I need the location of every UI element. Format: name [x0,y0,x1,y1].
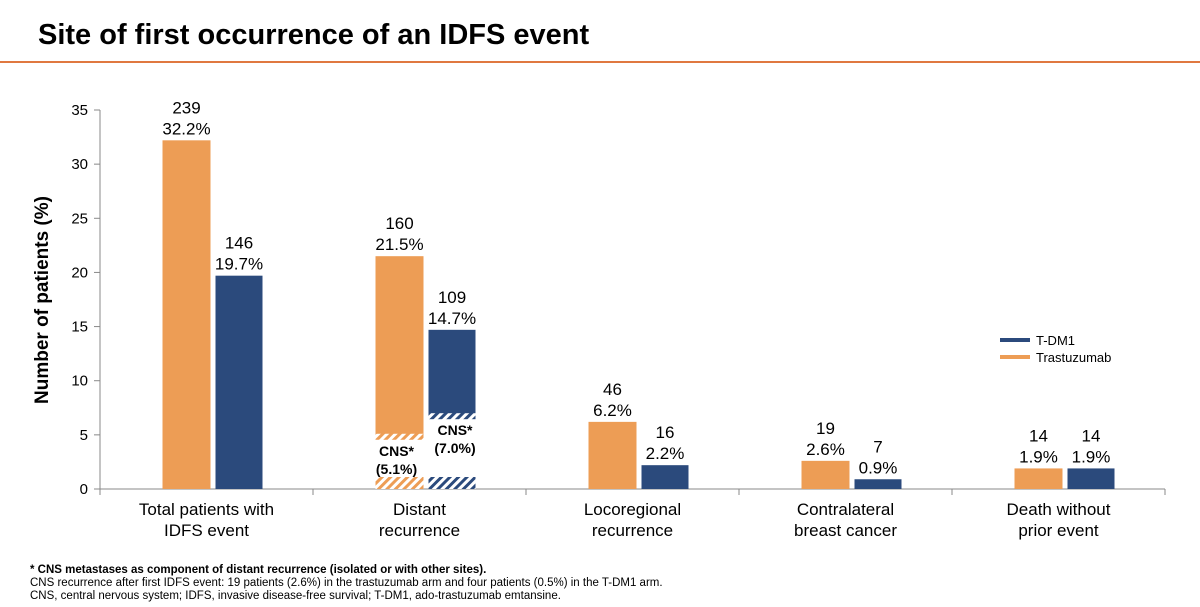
footnote: CNS recurrence after first IDFS event: 1… [30,577,663,589]
bar [162,140,211,489]
bar [215,275,263,489]
count-label: 14 [1029,426,1048,445]
x-tick-label: Total patients with IDFS event [139,500,274,540]
bar [641,465,689,489]
count-label: 7 [873,437,882,456]
x-tick-label-line: IDFS event [164,521,249,540]
count-label: 46 [603,380,622,399]
count-label: 160 [385,214,413,233]
y-tick-label: 30 [71,156,88,173]
count-label: 19 [816,419,835,438]
x-tick-label-line: breast cancer [794,521,897,540]
footnote: CNS, central nervous system; IDFS, invas… [30,590,561,602]
bar [1067,468,1115,489]
legend-label: T-DM1 [1036,333,1075,348]
footnote: * CNS metastases as component of distant… [30,564,486,576]
value-label: 14.7% [428,309,476,328]
bar [588,421,637,489]
y-tick-label: 15 [71,319,88,336]
value-label: 1.9% [1019,447,1058,466]
value-label: 6.2% [593,401,632,420]
x-tick-label-line: Distant [393,500,446,519]
x-tick-label-line: Contralateral [797,500,894,519]
y-tick-label: 5 [80,427,88,444]
x-tick-label-line: Total patients with [139,500,274,519]
count-label: 16 [656,423,675,442]
x-tick-label: Death without prior event [1007,500,1111,540]
value-label: 0.9% [859,458,898,477]
value-label: 2.2% [646,444,685,463]
x-tick-label-line: Locoregional [584,500,681,519]
count-label: 239 [172,98,200,117]
x-tick-label: Contralateral breast cancer [794,500,897,540]
cns-label-box [369,439,424,477]
bar [801,460,850,489]
count-label: 109 [438,288,466,307]
y-tick-label: 25 [71,210,88,227]
y-tick-label: 0 [80,481,88,498]
value-label: 19.7% [215,255,263,274]
value-label: 21.5% [375,235,423,254]
cns-value-label: (7.0%) [434,440,475,456]
x-tick-label-line: recurrence [379,521,460,540]
value-label: 2.6% [806,440,845,459]
value-label: 1.9% [1072,447,1111,466]
y-axis-label: Number of patients (%) [32,196,53,404]
y-tick-label: 10 [71,373,88,390]
chart-title: Site of first occurrence of an IDFS even… [38,19,589,51]
x-tick-label: Locoregional recurrence [584,500,681,540]
count-label: 146 [225,234,253,253]
count-label: 14 [1082,426,1101,445]
value-label: 32.2% [162,119,210,138]
legend-label: Trastuzumab [1036,350,1111,365]
x-tick-label-line: prior event [1018,521,1099,540]
cns-value-label: (5.1%) [376,461,417,477]
bar [1014,468,1063,489]
x-tick-label: Distant recurrence [379,500,460,540]
y-tick-label: 20 [71,264,88,281]
cns-label: CNS* [437,422,473,438]
y-tick-label: 35 [71,102,88,119]
x-tick-label-line: recurrence [592,521,673,540]
cns-label-box [428,419,482,477]
x-tick-label-line: Death without [1007,500,1111,519]
cns-label: CNS* [379,443,415,459]
bar [854,479,902,489]
